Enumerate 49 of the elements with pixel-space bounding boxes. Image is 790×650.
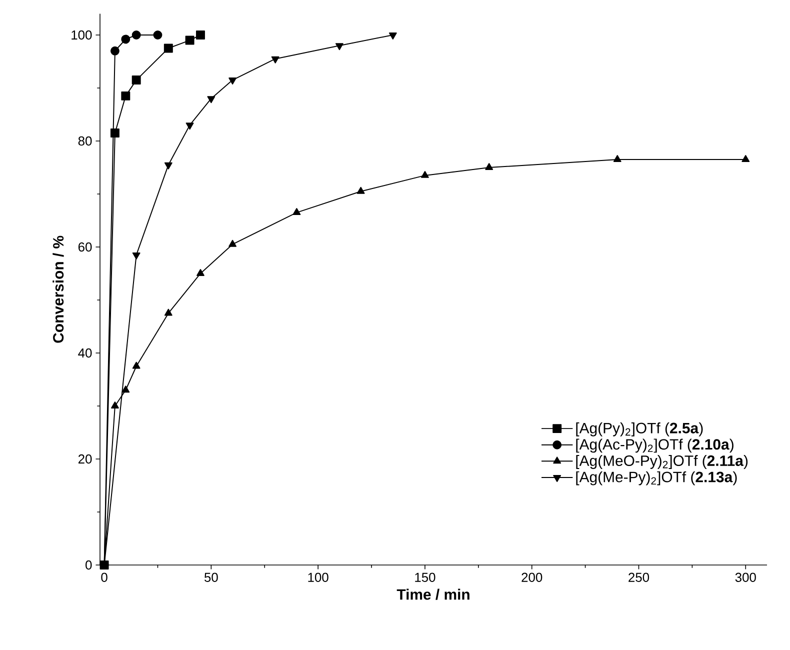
point bbox=[185, 36, 194, 45]
point bbox=[132, 76, 141, 85]
point bbox=[613, 155, 622, 162]
point bbox=[153, 30, 162, 40]
point bbox=[388, 32, 397, 40]
point bbox=[186, 122, 194, 130]
point bbox=[196, 30, 205, 40]
point bbox=[122, 386, 130, 393]
y-tick-label: 60 bbox=[78, 242, 92, 252]
x-tick-label: 150 bbox=[415, 572, 436, 582]
x-tick-label: 100 bbox=[308, 572, 328, 582]
point bbox=[110, 128, 120, 138]
y-tick-label: 80 bbox=[78, 136, 92, 146]
x-tick-label: 0 bbox=[101, 572, 108, 582]
point bbox=[164, 162, 172, 170]
point bbox=[164, 44, 173, 53]
x-tick-label: 250 bbox=[628, 572, 650, 582]
point bbox=[196, 269, 204, 276]
point bbox=[356, 186, 365, 194]
point bbox=[132, 362, 140, 369]
x-tick-label: 200 bbox=[522, 572, 542, 582]
y-tick-label: 0 bbox=[86, 560, 92, 570]
point bbox=[228, 78, 236, 85]
y-tick-label: 100 bbox=[72, 30, 92, 40]
x-tick-label: 50 bbox=[204, 572, 218, 582]
point bbox=[121, 91, 130, 100]
point bbox=[132, 30, 141, 40]
y-tick-label: 40 bbox=[78, 348, 92, 358]
legend-label: [Ag(MeO-Py)$_{2}$]OTf (2.11a) bbox=[576, 455, 748, 469]
point bbox=[335, 43, 344, 50]
point bbox=[207, 96, 216, 104]
point bbox=[110, 46, 120, 56]
x-axis-title: Time / min bbox=[396, 588, 470, 600]
point bbox=[164, 308, 172, 316]
point bbox=[421, 170, 429, 178]
point bbox=[742, 155, 750, 162]
point bbox=[121, 34, 130, 44]
y-tick-label: 20 bbox=[78, 454, 92, 464]
point bbox=[292, 208, 301, 216]
point bbox=[485, 163, 494, 170]
x-tick-label: 300 bbox=[735, 572, 756, 582]
point bbox=[132, 252, 140, 260]
legend-label: [Ag(Py)$_{2}$]OTf (2.5a) bbox=[576, 422, 703, 436]
point bbox=[271, 56, 280, 64]
legend-label: [Ag(Me-Py)$_{2}$]OTf (2.13a) bbox=[576, 471, 737, 486]
point bbox=[111, 402, 119, 408]
y-axis-title: Conversion / % bbox=[52, 236, 64, 343]
point bbox=[228, 240, 236, 247]
legend-label: [Ag(Ac-Py)$_{2}$]OTf (2.10a) bbox=[576, 438, 734, 453]
